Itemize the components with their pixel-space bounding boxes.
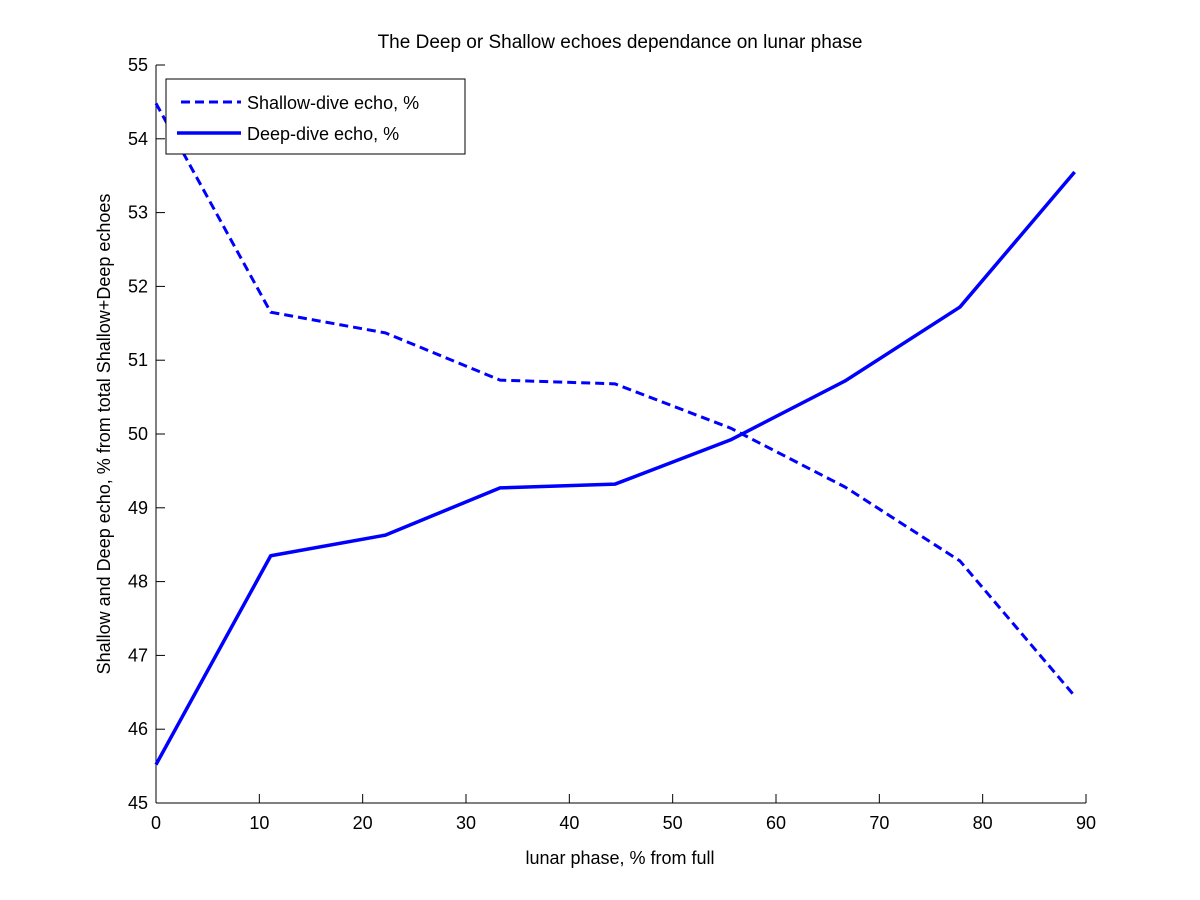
- x-tick-label: 0: [151, 813, 161, 833]
- series-line-shallow: [154, 102, 1076, 697]
- y-tick-label: 52: [128, 276, 148, 296]
- x-tick-label: 30: [456, 813, 476, 833]
- y-tick-label: 53: [128, 203, 148, 223]
- x-tick-label: 20: [353, 813, 373, 833]
- legend-box: [165, 78, 466, 155]
- y-tick-label: 51: [128, 350, 148, 370]
- y-tick-label: 49: [128, 498, 148, 518]
- y-tick-label: 50: [128, 424, 148, 444]
- y-tick-label: 45: [128, 793, 148, 813]
- axes: [155, 65, 1086, 804]
- x-tick-label: 80: [973, 813, 993, 833]
- y-tick-label: 47: [128, 645, 148, 665]
- chart-title: The Deep or Shallow echoes dependance on…: [378, 32, 863, 53]
- x-tick-label: 60: [766, 813, 786, 833]
- x-tick-label: 10: [249, 813, 269, 833]
- x-axis-label: lunar phase, % from full: [525, 848, 714, 868]
- legend: Shallow-dive echo, % Deep-dive echo, %: [165, 78, 466, 155]
- x-tick-label: 70: [869, 813, 889, 833]
- y-tick-label: 55: [128, 55, 148, 75]
- y-axis-label: Shallow and Deep echo, % from total Shal…: [94, 194, 114, 675]
- y-tick-label: 54: [128, 129, 148, 149]
- y-tick-label: 48: [128, 572, 148, 592]
- legend-label-shallow: Shallow-dive echo, %: [247, 93, 419, 113]
- x-tick-label: 50: [663, 813, 683, 833]
- y-tick-label: 46: [128, 719, 148, 739]
- x-tick-label: 40: [559, 813, 579, 833]
- x-tick-label: 90: [1076, 813, 1096, 833]
- legend-label-deep: Deep-dive echo, %: [247, 124, 399, 144]
- series-line-deep: [154, 170, 1076, 766]
